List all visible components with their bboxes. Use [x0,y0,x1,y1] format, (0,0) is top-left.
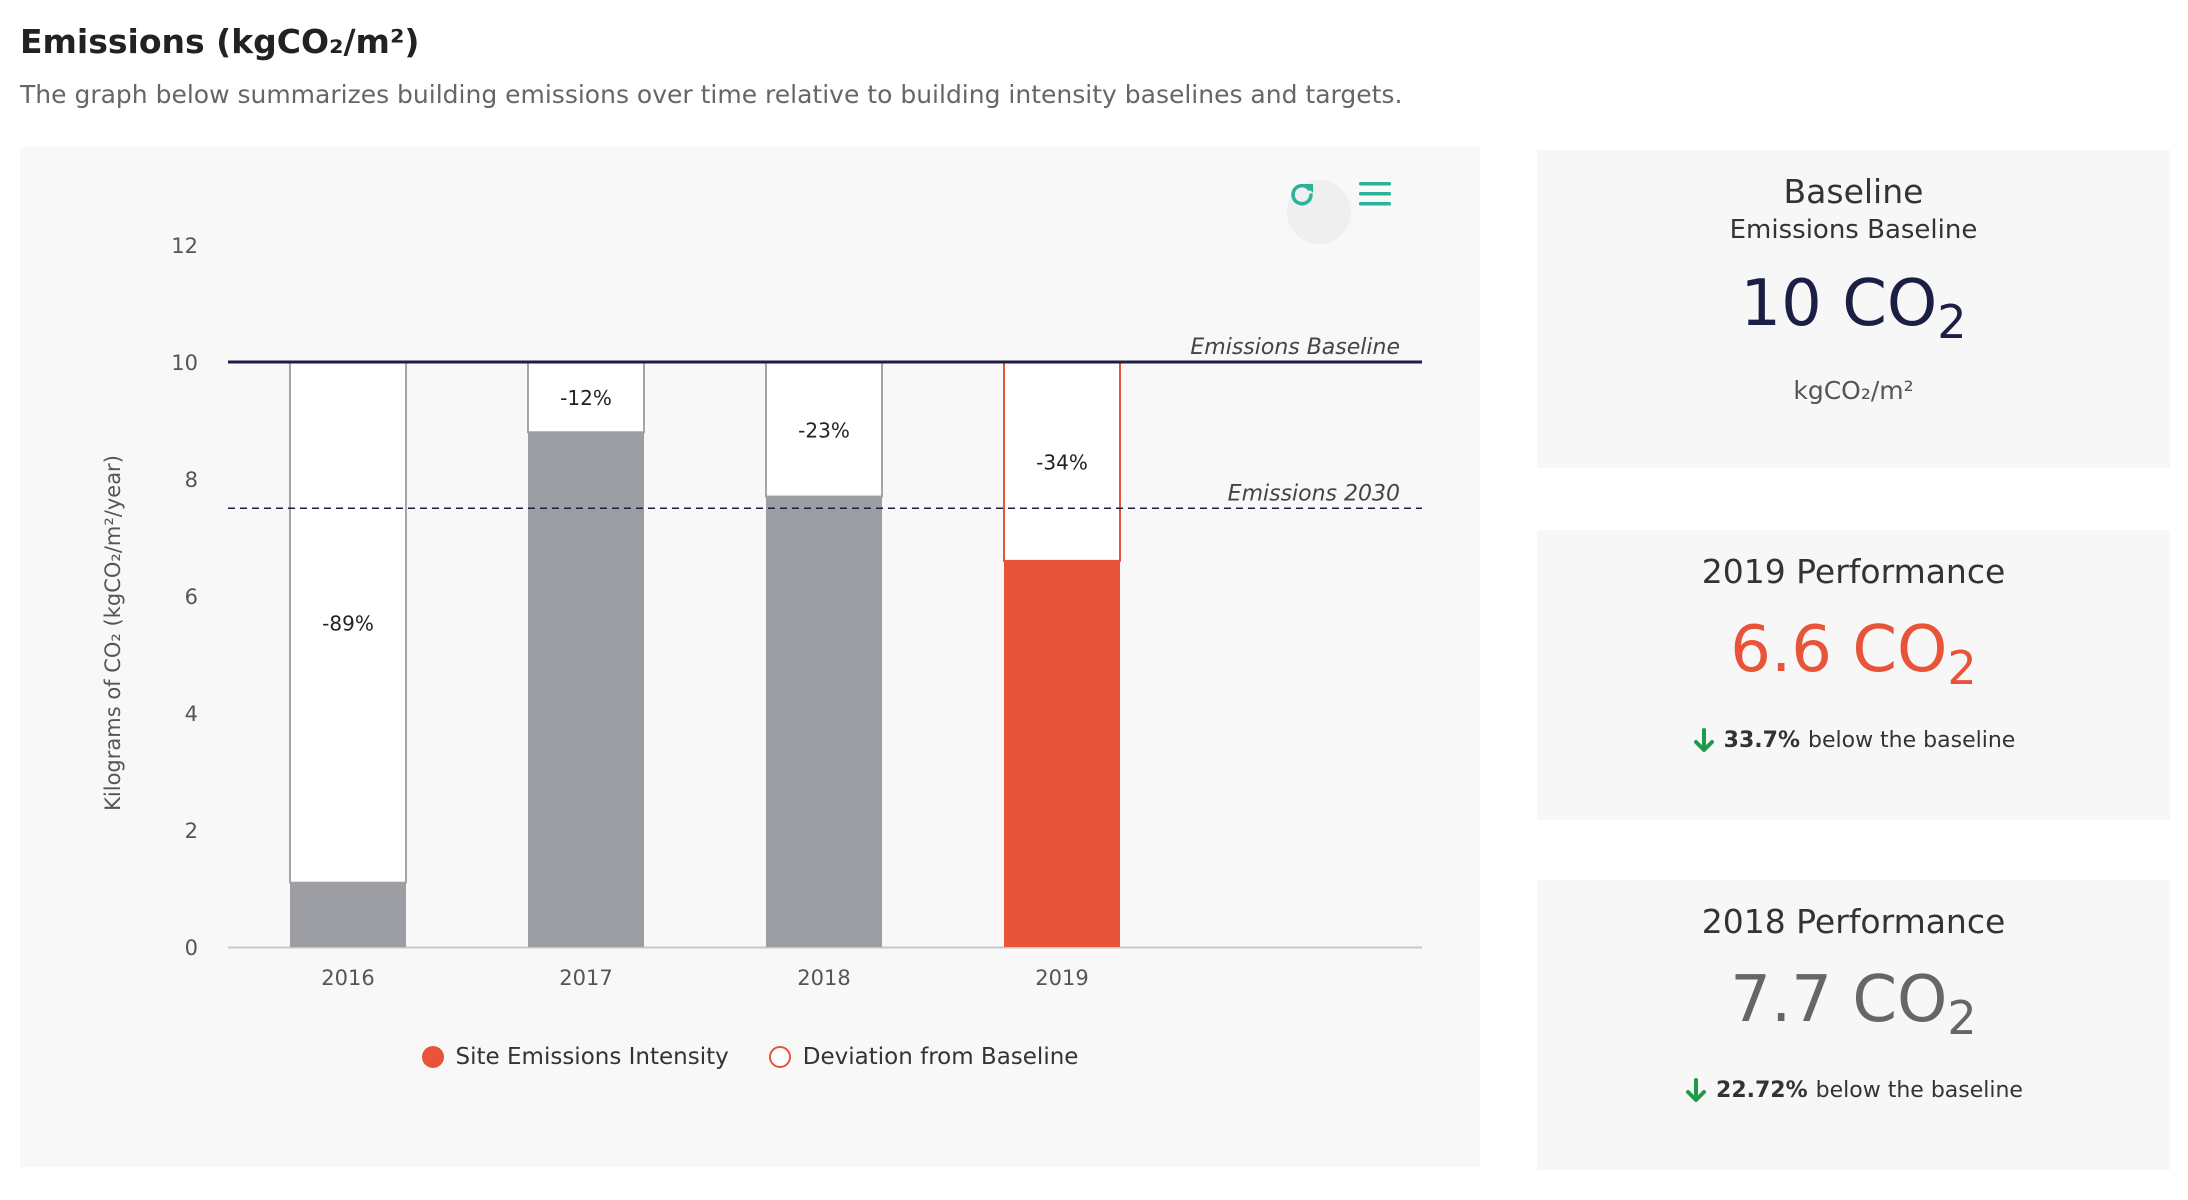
x-tick-label: 2017 [559,966,612,990]
reference-line-label: Emissions 2030 [1228,481,1400,506]
deviation-data-label: -23% [798,418,850,442]
arrow-down-icon [1686,1077,1707,1102]
y-tick-label: 10 [171,351,198,375]
reload-button[interactable] [1287,180,1351,244]
change-text: below the baseline [1808,728,2016,754]
reference-line-label: Emissions Baseline [1190,335,1400,360]
legend-label: Site Emissions Intensity [455,1044,729,1070]
reload-icon [1291,183,1313,206]
performance-2018-card: 2018 Performance 7.7 CO2 22.72% below th… [1537,880,2170,1170]
emissions-bar [766,496,882,947]
baseline-card: Baseline Emissions Baseline 10 CO2 kgCO₂… [1537,150,2170,468]
card-value: 10 CO2 [1740,267,1967,349]
card-value: 7.7 CO2 [1730,963,1977,1045]
deviation-bar [1003,361,1121,562]
legend-item-deviation[interactable]: Deviation from Baseline [768,1044,1079,1070]
chart-menu-button[interactable] [1358,180,1422,244]
card-title: 2019 Performance [1701,552,2006,591]
emissions-bar-chart: 0 2 4 6 8 10 12 Kilograms of CO₂ (kgCO₂/m²/year… [101,234,1422,990]
card-change: 33.7% below the baseline [1537,727,2170,754]
change-text: below the baseline [1815,1078,2023,1104]
card-title: 2018 Performance [1701,902,2006,941]
deviation-data-label: -34% [1036,450,1088,474]
page-title: Emissions (kgCO₂/m²) [20,22,420,61]
legend-swatch-outline [768,1046,791,1068]
change-percent: 33.7% [1723,728,1800,754]
y-tick-label: 6 [185,585,198,609]
y-tick-label: 0 [185,936,198,960]
legend-label: Deviation from Baseline [802,1044,1079,1070]
deviation-data-label: -12% [560,386,612,410]
hamburger-menu-icon [1359,182,1391,206]
deviation-data-label: -89% [322,611,374,635]
emissions-bar [528,432,644,947]
card-title: Baseline [1783,172,1924,211]
performance-2019-card: 2019 Performance 6.6 CO2 33.7% below the… [1537,530,2170,820]
legend-item-site-emissions[interactable]: Site Emissions Intensity [421,1044,729,1070]
chart-legend: Site Emissions Intensity Deviation from … [20,1044,1480,1070]
y-axis-title: Kilograms of CO₂ (kgCO₂/m²/year) [101,455,125,811]
page-subtitle: The graph below summarizes building emis… [20,80,1403,109]
x-tick-label: 2018 [797,966,850,990]
card-value: 6.6 CO2 [1730,613,1977,695]
card-subtitle: Emissions Baseline [1729,215,1978,245]
x-tick-label: 2016 [321,966,374,990]
deviation-bar [527,361,645,434]
y-tick-label: 8 [185,468,198,492]
y-tick-label: 12 [171,234,198,258]
emissions-bar [290,882,406,947]
legend-swatch-filled [421,1046,444,1068]
x-tick-label: 2019 [1035,966,1088,990]
card-change: 22.72% below the baseline [1537,1077,2170,1104]
change-percent: 22.72% [1716,1078,1808,1104]
y-tick-label: 4 [185,702,198,726]
arrow-down-icon [1693,727,1714,752]
y-tick-label: 2 [185,819,198,843]
emissions-chart-panel: 0 2 4 6 8 10 12 Kilograms of CO₂ (kgCO₂/m²/year… [20,147,1480,1167]
emissions-bar [1004,560,1120,947]
card-unit: kgCO₂/m² [1793,375,1914,405]
